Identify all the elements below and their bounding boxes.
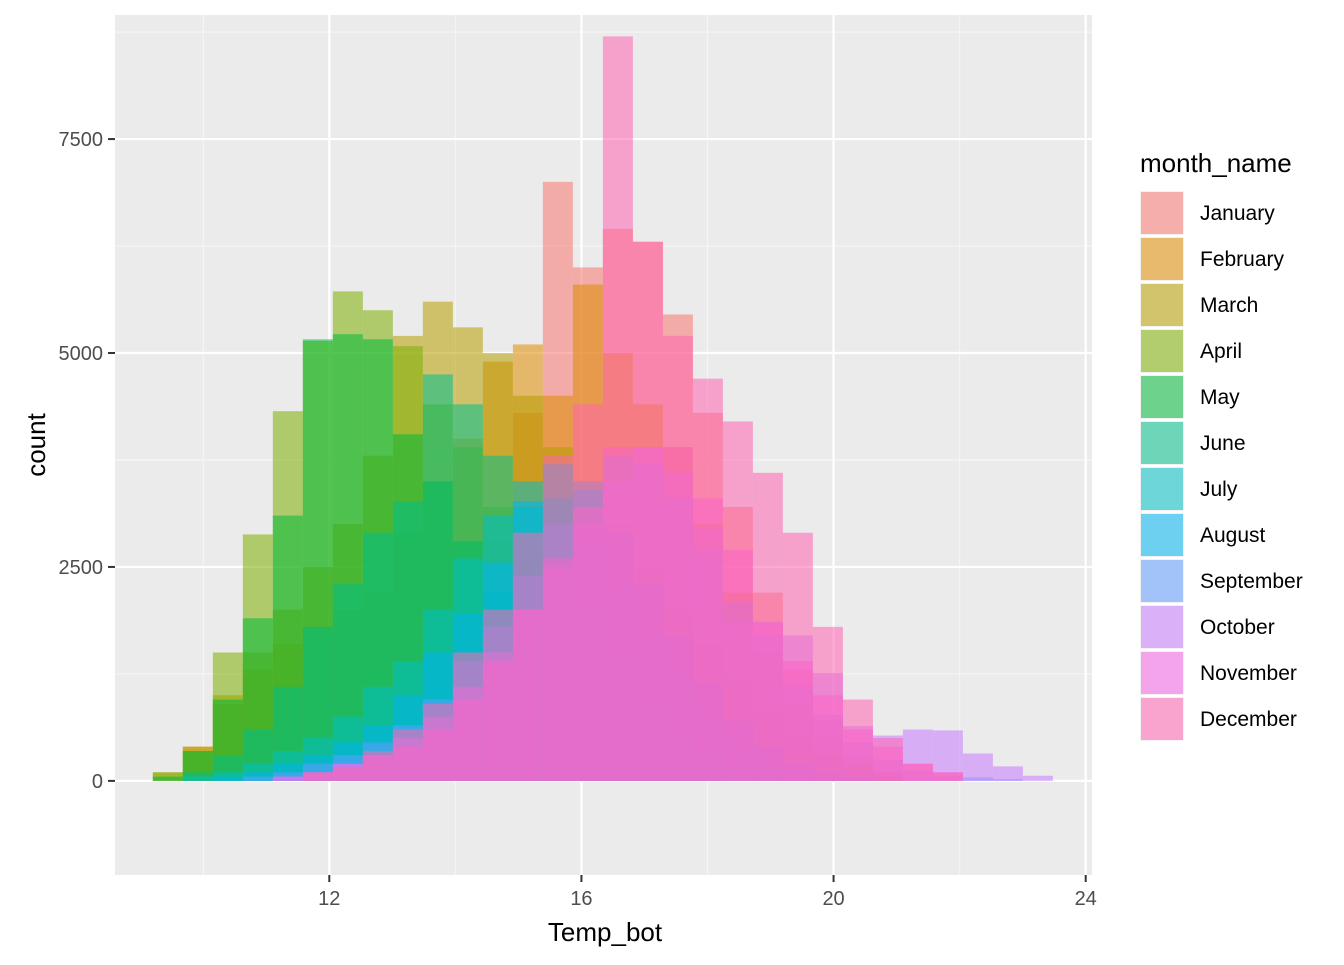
legend-label-march: March — [1200, 294, 1258, 317]
legend-swatch-october — [1141, 606, 1183, 648]
bar-october-29 — [1022, 775, 1053, 781]
legend-label-september: September — [1200, 570, 1303, 593]
legend-swatch-december — [1141, 698, 1183, 740]
bar-december-19 — [722, 421, 753, 781]
bar-december-13 — [542, 455, 573, 781]
x-tick-label-16: 16 — [570, 888, 592, 910]
legend-swatch-november — [1141, 652, 1183, 694]
legend-label-november: November — [1200, 662, 1297, 685]
legend-swatch-february — [1141, 238, 1183, 280]
x-tick-label-12: 12 — [318, 888, 340, 910]
bar-december-12 — [512, 532, 543, 781]
bar-december-26 — [932, 772, 963, 781]
bar-december-9 — [422, 703, 453, 781]
y-tick-label-0: 0 — [92, 771, 103, 793]
legend-label-may: May — [1200, 386, 1240, 409]
bar-november-4 — [272, 776, 303, 781]
bar-september-3 — [242, 776, 273, 781]
series-december — [302, 36, 963, 781]
bar-october-28 — [992, 766, 1023, 781]
bar-october-27 — [962, 753, 993, 781]
legend: month_name January February March April May J… — [1140, 148, 1303, 741]
legend-swatch-march — [1141, 284, 1183, 326]
legend-swatch-august — [1141, 514, 1183, 556]
bar-december-24 — [872, 738, 903, 781]
legend-swatch-september — [1141, 560, 1183, 602]
legend-label-june: June — [1200, 432, 1246, 455]
x-axis-title: Temp_bot — [548, 917, 663, 947]
bar-december-7 — [362, 750, 393, 781]
bar-august-2 — [212, 776, 243, 781]
legend-label-december: December — [1200, 708, 1297, 731]
legend-label-february: February — [1200, 248, 1285, 271]
bar-december-17 — [662, 335, 693, 781]
y-tick-label-5000: 5000 — [59, 343, 104, 365]
x-tick-label-20: 20 — [822, 888, 844, 910]
bar-december-23 — [842, 699, 873, 781]
bar-december-8 — [392, 729, 423, 781]
legend-label-january: January — [1200, 202, 1275, 225]
legend-swatch-may — [1141, 376, 1183, 418]
y-axis-title: count — [21, 412, 51, 476]
bar-december-20 — [752, 472, 783, 781]
bar-december-21 — [782, 532, 813, 781]
legend-swatch-july — [1141, 468, 1183, 510]
bar-july-1 — [182, 776, 213, 781]
legend-swatch-june — [1141, 422, 1183, 464]
y-tick-label-2500: 2500 — [59, 557, 104, 579]
bar-december-15 — [602, 36, 633, 781]
bar-december-22 — [812, 626, 843, 781]
legend-title: month_name — [1140, 148, 1292, 178]
legend-label-august: August — [1200, 524, 1266, 547]
bar-december-16 — [632, 241, 663, 781]
bar-december-14 — [572, 404, 603, 781]
bar-december-11 — [482, 609, 513, 781]
bars-layer — [152, 36, 1053, 781]
bar-december-10 — [452, 652, 483, 781]
legend-label-april: April — [1200, 340, 1242, 363]
bar-december-18 — [692, 378, 723, 781]
legend-label-july: July — [1200, 478, 1238, 501]
axis-ticks: 12 16 20 24 0 2500 5000 7500 — [59, 129, 1097, 910]
legend-swatch-april — [1141, 330, 1183, 372]
legend-swatch-january — [1141, 192, 1183, 234]
bar-december-25 — [902, 763, 933, 781]
bar-may-0 — [152, 776, 183, 781]
bar-december-6 — [332, 768, 363, 781]
legend-label-october: October — [1200, 616, 1275, 639]
y-tick-label-7500: 7500 — [59, 129, 104, 151]
bar-december-5 — [302, 772, 333, 781]
x-tick-label-24: 24 — [1075, 888, 1097, 910]
